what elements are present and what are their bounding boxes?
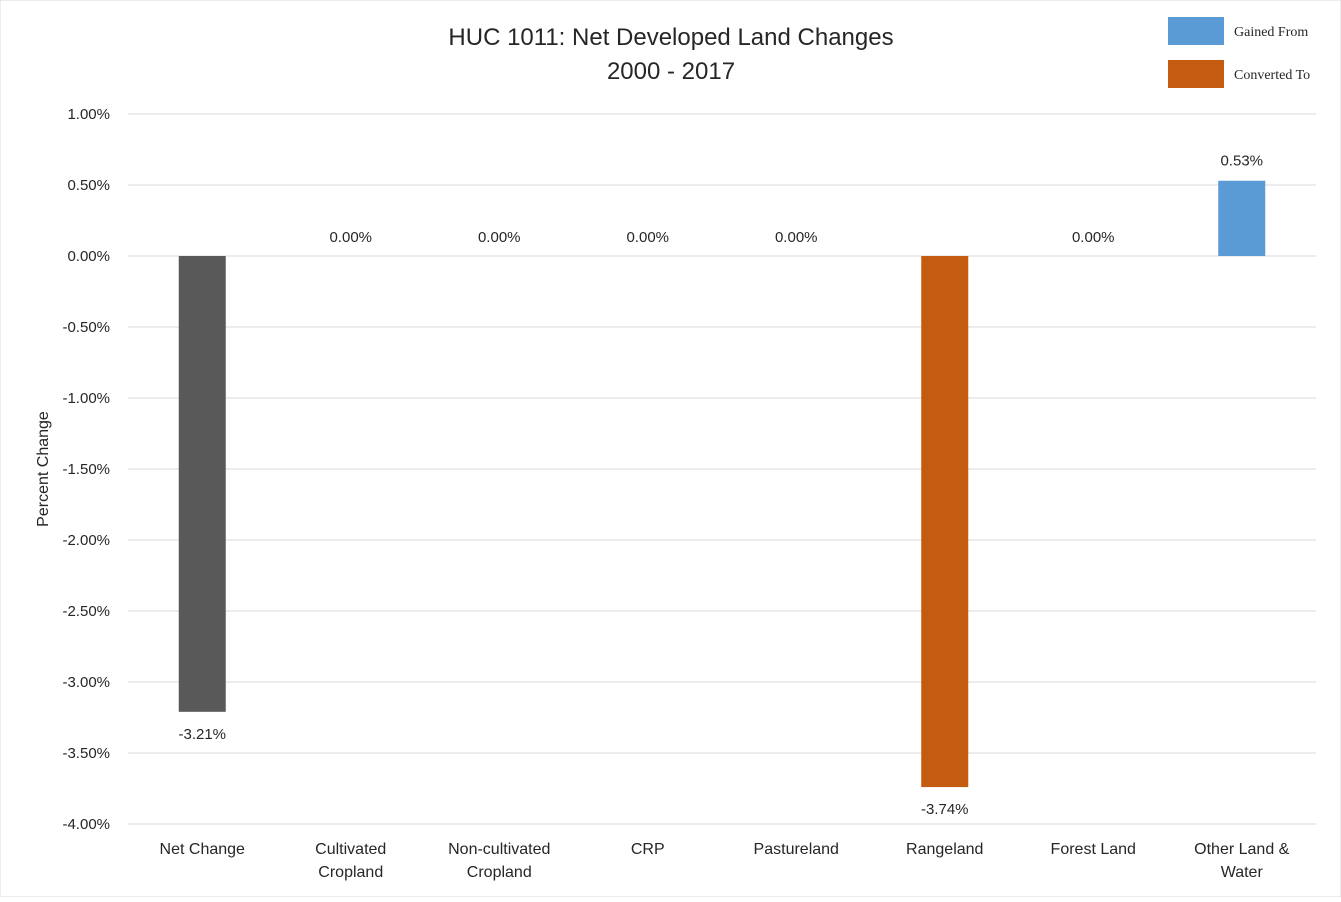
data-label: 0.53% bbox=[1220, 153, 1263, 170]
category-label-line: Rangeland bbox=[906, 841, 983, 858]
category-label-line: Cultivated bbox=[315, 841, 386, 858]
data-label: -3.74% bbox=[921, 801, 969, 818]
y-tick-label: -4.00% bbox=[62, 816, 110, 833]
y-tick-label: 1.00% bbox=[67, 106, 110, 123]
category-label: Cultivated Cropland bbox=[315, 841, 386, 881]
y-tick-label: -2.50% bbox=[62, 603, 110, 620]
chart-subtitle: 2000 - 2017 bbox=[607, 58, 735, 85]
category-label: Forest Land bbox=[1051, 841, 1136, 858]
category-label: CRP bbox=[631, 841, 665, 858]
category-label-line: Non-cultivated bbox=[448, 841, 550, 858]
category-label-line: CRP bbox=[631, 841, 665, 858]
bar bbox=[178, 256, 226, 712]
legend-swatch bbox=[1168, 60, 1224, 88]
category-label: Net Change bbox=[160, 841, 245, 858]
chart-title: HUC 1011: Net Developed Land Changes bbox=[448, 24, 893, 51]
category-label-line: Pastureland bbox=[754, 841, 839, 858]
category-label: Non-cultivated Cropland bbox=[448, 841, 550, 881]
category-label: Rangeland bbox=[906, 841, 983, 858]
category-label-line: Net Change bbox=[160, 841, 245, 858]
data-label: -3.21% bbox=[178, 726, 226, 743]
category-label-line: Forest Land bbox=[1051, 841, 1136, 858]
category-label-line: Water bbox=[1221, 864, 1264, 881]
y-axis-title: Percent Change bbox=[35, 411, 52, 527]
data-label: 0.00% bbox=[775, 229, 818, 246]
bar bbox=[921, 256, 969, 788]
category-label: Pastureland bbox=[754, 841, 839, 858]
bar bbox=[1218, 180, 1266, 256]
y-tick-label: -3.00% bbox=[62, 674, 110, 691]
category-label-line: Cropland bbox=[318, 864, 383, 881]
y-tick-label: -1.00% bbox=[62, 390, 110, 407]
y-tick-label: 0.00% bbox=[67, 248, 110, 265]
category-label-line: Other Land & bbox=[1194, 841, 1290, 858]
y-tick-label: -2.00% bbox=[62, 532, 110, 549]
data-labels: -3.21% 0.00% 0.00% 0.00% 0.00% -3.74% 0.00% 0.5… bbox=[178, 153, 1263, 818]
legend-swatch bbox=[1168, 17, 1224, 45]
data-label: 0.00% bbox=[329, 229, 372, 246]
y-tick-label: -3.50% bbox=[62, 745, 110, 762]
category-label-line: Cropland bbox=[467, 864, 532, 881]
y-axis-ticks: 1.00% 0.50% 0.00% -0.50% -1.00% -1.50% -2.00% -… bbox=[62, 106, 110, 833]
gridlines bbox=[128, 113, 1316, 825]
legend-label: Gained From bbox=[1234, 25, 1308, 40]
y-tick-label: -1.50% bbox=[62, 461, 110, 478]
category-label: Other Land & Water bbox=[1194, 841, 1290, 881]
bars bbox=[178, 180, 1266, 788]
legend: Gained From Converted To bbox=[1168, 17, 1310, 88]
x-axis-categories: Net Change Cultivated CroplandNon-cultivat… bbox=[160, 841, 1290, 881]
data-label: 0.00% bbox=[478, 229, 521, 246]
y-tick-label: 0.50% bbox=[67, 177, 110, 194]
data-label: 0.00% bbox=[1072, 229, 1115, 246]
y-tick-label: -0.50% bbox=[62, 319, 110, 336]
legend-label: Converted To bbox=[1234, 68, 1310, 83]
data-label: 0.00% bbox=[626, 229, 669, 246]
